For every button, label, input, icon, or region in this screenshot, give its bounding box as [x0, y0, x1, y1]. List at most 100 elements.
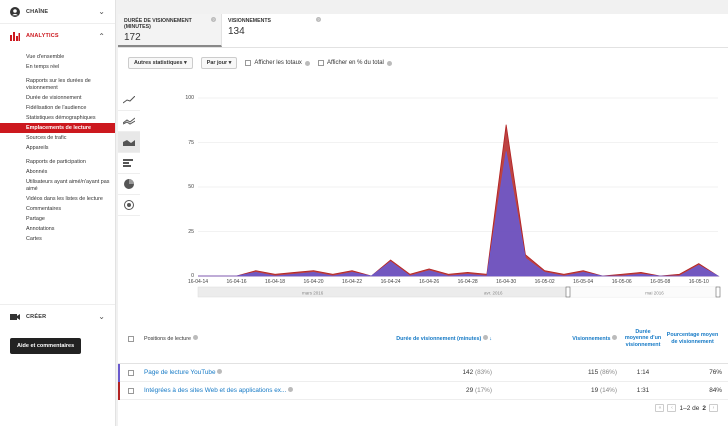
sidebar-item[interactable]: Rapports sur les durées de visionnement: [26, 77, 91, 91]
series-area[interactable]: [198, 124, 720, 277]
sidebar-item[interactable]: Partage: [26, 215, 45, 222]
row-duration: 29: [466, 387, 474, 394]
sidebar-item[interactable]: Appareils: [26, 144, 49, 151]
period-dropdown[interactable]: Par jour ▾: [200, 57, 238, 69]
multi-line-chart-icon[interactable]: [118, 111, 140, 132]
row-name-link[interactable]: Intégrées à des sites Web et des applica…: [144, 387, 287, 394]
data-table: Positions de lecture Durée de visionneme…: [118, 314, 728, 400]
tab-watch-time[interactable]: DURÉE DE VISIONNEMENT (MINUTES) 172 ?: [118, 14, 222, 47]
globe-icon[interactable]: [118, 195, 140, 216]
checkbox-box[interactable]: [317, 60, 324, 66]
show-percent-checkbox[interactable]: Afficher en % du total: [317, 60, 392, 66]
checkbox-box[interactable]: [128, 369, 134, 376]
help-icon[interactable]: [192, 335, 198, 340]
x-tick-label: 16-04-22: [342, 279, 363, 285]
sidebar-item[interactable]: Durée de visionnement: [26, 94, 82, 101]
checkbox-box[interactable]: [128, 387, 134, 394]
help-feedback-button[interactable]: Aide et commentaires: [10, 338, 82, 354]
sidebar-item[interactable]: Sources de trafic: [26, 134, 67, 141]
y-tick-label: 100: [185, 95, 194, 101]
prev-page-button[interactable]: ‹: [667, 404, 677, 412]
checkbox-box[interactable]: [245, 60, 252, 66]
row-duration-cell: 29 (17%): [350, 387, 498, 394]
x-tick-label: 16-04-20: [303, 279, 324, 285]
row-views-pct: (14%): [599, 387, 617, 394]
table-row: Page de lecture YouTube 142 (83%) 115 (86…: [118, 364, 728, 382]
other-stats-dropdown[interactable]: Autres statistiques ▾: [128, 57, 193, 69]
metric-tabs: DURÉE DE VISIONNEMENT (MINUTES) 172 ? VI…: [118, 14, 728, 48]
checkbox-box[interactable]: [128, 335, 134, 342]
sort-down-icon[interactable]: ↓: [489, 336, 492, 342]
row-name-cell[interactable]: Intégrées à des sites Web et des applica…: [144, 387, 350, 394]
series-color-marker: [118, 382, 120, 400]
x-tick-label: 16-05-10: [688, 279, 709, 285]
row-name-cell[interactable]: Page de lecture YouTube: [144, 369, 350, 376]
row-checkbox[interactable]: [118, 387, 144, 394]
sidebar-item[interactable]: Commentaires: [26, 205, 62, 212]
navigator-label: avr. 2016: [484, 291, 503, 296]
row-duration-cell: 142 (83%): [350, 369, 498, 376]
col-header-pct[interactable]: Pourcentage moyen de visionnement: [663, 332, 728, 345]
stacked-area-chart-icon[interactable]: [118, 132, 140, 153]
x-tick-label: 16-05-08: [650, 279, 671, 285]
range-handle[interactable]: [565, 286, 571, 298]
range-handle[interactable]: [715, 286, 721, 298]
row-checkbox[interactable]: [118, 369, 144, 376]
help-icon[interactable]: ?: [211, 17, 216, 22]
chevron-down-icon[interactable]: ⌄: [98, 7, 105, 16]
sidebar: CHAÎNE ⌄ ANALYTICS ⌃ Vue d'ensemble En te…: [0, 0, 116, 426]
x-tick-label: 16-04-24: [380, 279, 401, 285]
help-icon[interactable]: [386, 60, 392, 66]
create-section[interactable]: CRÉER ⌄: [0, 304, 115, 328]
help-icon[interactable]: [482, 335, 488, 340]
help-icon[interactable]: ?: [316, 17, 321, 22]
series-area[interactable]: [198, 151, 720, 277]
pie-chart-icon[interactable]: [118, 174, 140, 195]
sidebar-item[interactable]: En temps réel: [26, 63, 60, 70]
col-header-pct-label: Pourcentage moyen de visionnement: [666, 332, 719, 345]
row-name-link[interactable]: Page de lecture YouTube: [144, 369, 216, 376]
first-page-button[interactable]: «: [655, 404, 665, 412]
chevron-up-icon[interactable]: ⌃: [98, 31, 105, 41]
col-header-avg[interactable]: Durée moyenne d'un visionnement: [623, 329, 663, 349]
sidebar-item[interactable]: Vidéos dans les listes de lecture: [26, 195, 103, 202]
x-tick-label: 16-04-18: [265, 279, 286, 285]
sidebar-item[interactable]: Vue d'ensemble: [26, 53, 65, 60]
line-chart-icon[interactable]: [118, 90, 140, 111]
chevron-down-icon[interactable]: ⌄: [98, 312, 105, 321]
bar-chart-icon[interactable]: [118, 153, 140, 174]
help-icon[interactable]: [217, 369, 223, 374]
tab-views-title: VISIONNEMENTS: [228, 18, 271, 24]
sidebar-item[interactable]: Annotations: [26, 225, 55, 232]
sidebar-item[interactable]: Cartes: [26, 235, 42, 242]
series-color-marker: [118, 364, 120, 382]
sidebar-item[interactable]: Emplacements de lecture: [0, 123, 115, 133]
sidebar-item[interactable]: Rapports de participation: [26, 158, 86, 165]
select-all-checkbox[interactable]: [118, 335, 144, 342]
period-label: Par jour: [206, 60, 228, 66]
y-tick-label: 50: [188, 184, 194, 190]
tab-views[interactable]: VISIONNEMENTS 134 ?: [222, 14, 326, 47]
sidebar-item[interactable]: Statistiques démographiques: [26, 114, 96, 121]
chart-area: mars 2016 avr. 2016 mai 2016 0 25 50 75 100 16-0…: [118, 78, 728, 303]
analytics-section[interactable]: ANALYTICS ⌃: [0, 24, 115, 48]
show-totals-checkbox[interactable]: Afficher les totaux: [245, 60, 310, 66]
x-tick-label: 16-04-26: [419, 279, 440, 285]
row-pct-cell: 76%: [709, 369, 722, 376]
row-avg-cell: 1:31: [636, 387, 650, 394]
help-icon[interactable]: [304, 60, 310, 66]
col-header-name[interactable]: Positions de lecture: [144, 335, 350, 342]
col-header-duration[interactable]: Durée de visionnement (minutes) ↓: [350, 335, 498, 342]
range-selection[interactable]: [568, 287, 718, 297]
row-views: 19: [591, 387, 599, 394]
sidebar-item[interactable]: Utilisateurs ayant aimé/n'ayant pas aimé: [26, 178, 110, 192]
sidebar-item[interactable]: Fidélisation de l'audience: [26, 104, 87, 111]
next-page-button[interactable]: ›: [709, 404, 718, 412]
row-duration: 142: [462, 369, 474, 376]
sidebar-item[interactable]: Abonnés: [26, 168, 48, 175]
col-header-views[interactable]: Visionnements: [498, 335, 623, 342]
help-icon[interactable]: [612, 335, 617, 340]
channel-section[interactable]: CHAÎNE ⌄: [0, 0, 115, 24]
help-icon[interactable]: [288, 387, 294, 392]
row-avg-cell: 1:14: [636, 369, 650, 376]
